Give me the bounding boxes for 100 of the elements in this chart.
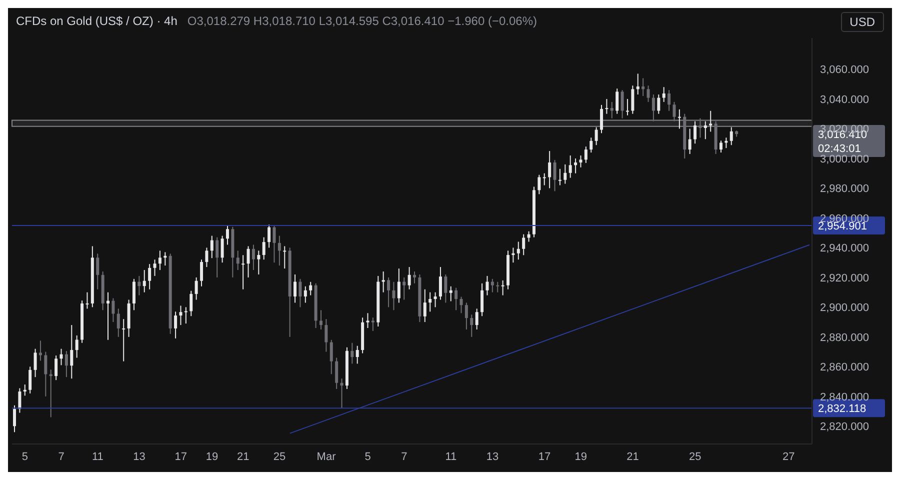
x-tick-label: 17 bbox=[174, 450, 187, 463]
x-tick-label: 25 bbox=[688, 450, 702, 463]
x-tick-label: 21 bbox=[626, 450, 639, 463]
candlestick bbox=[257, 250, 260, 275]
candlestick bbox=[642, 78, 645, 96]
candlestick bbox=[672, 101, 676, 122]
candlestick bbox=[392, 281, 396, 311]
candlestick bbox=[153, 259, 156, 276]
candlestick bbox=[444, 274, 448, 304]
candlestick bbox=[652, 94, 655, 122]
y-tick-label: 2,940.000 bbox=[820, 242, 869, 255]
x-tick-label: 7 bbox=[401, 450, 408, 463]
candlestick bbox=[616, 88, 619, 114]
candlestick bbox=[330, 339, 333, 375]
candlestick bbox=[584, 146, 588, 164]
candlestick bbox=[423, 288, 426, 323]
candlestick bbox=[272, 226, 276, 264]
candlestick bbox=[242, 254, 245, 290]
candlestick bbox=[70, 324, 74, 380]
candlestick bbox=[413, 270, 416, 284]
candlestick bbox=[553, 159, 556, 192]
candlestick bbox=[38, 340, 42, 362]
candlestick bbox=[226, 225, 229, 246]
chart-subtitle: O3,018.279 H3,018.710 L3,014.595 C3,016.410 −1.960 (−0.06%) bbox=[187, 14, 537, 28]
candlestick bbox=[335, 357, 338, 390]
ref-line-label: 2,832.118 bbox=[818, 403, 866, 416]
y-tick-label: 2,860.000 bbox=[820, 362, 869, 374]
candlestick bbox=[730, 126, 733, 146]
candlestick bbox=[142, 270, 146, 293]
candlestick bbox=[558, 168, 562, 186]
y-tick-label: 2,880.000 bbox=[820, 332, 869, 344]
candlestick bbox=[220, 235, 224, 264]
candlestick bbox=[319, 310, 322, 330]
candlestick bbox=[366, 312, 370, 328]
candlestick bbox=[408, 266, 411, 290]
candlestick bbox=[657, 94, 660, 114]
candlestick bbox=[709, 110, 712, 132]
candlestick bbox=[548, 150, 552, 189]
candlestick bbox=[158, 250, 162, 270]
x-tick-label: 13 bbox=[133, 450, 146, 463]
candlestick bbox=[262, 236, 266, 260]
candlestick bbox=[86, 292, 89, 310]
candlestick bbox=[216, 236, 219, 278]
candlestick bbox=[522, 234, 526, 256]
candlestick bbox=[646, 85, 650, 102]
x-tick-label: Mar bbox=[316, 450, 336, 463]
candlestick bbox=[668, 90, 671, 112]
candlestick bbox=[132, 278, 136, 311]
candlestick bbox=[605, 98, 608, 114]
x-tick-label: 11 bbox=[92, 450, 104, 463]
candlestick bbox=[13, 404, 16, 433]
x-tick-label: 27 bbox=[782, 450, 795, 463]
x-tick-label: 5 bbox=[22, 450, 28, 463]
candlestick bbox=[283, 246, 286, 270]
candlestick bbox=[200, 259, 204, 287]
candlestick bbox=[194, 276, 198, 300]
x-tick-label: 19 bbox=[574, 450, 587, 463]
candlestick bbox=[96, 253, 100, 290]
candlestick bbox=[600, 104, 604, 134]
candlestick bbox=[236, 250, 240, 270]
y-tick-label: 2,900.000 bbox=[820, 302, 869, 314]
candlestick bbox=[356, 345, 359, 364]
candlestick bbox=[428, 292, 432, 312]
y-tick-label: 3,000.000 bbox=[820, 153, 869, 166]
candlestick bbox=[434, 292, 437, 308]
candlestick bbox=[210, 235, 214, 259]
candlestick bbox=[18, 388, 22, 414]
candlestick bbox=[304, 286, 307, 304]
candlestick bbox=[590, 137, 593, 154]
candlestick bbox=[28, 366, 32, 394]
candlestick bbox=[719, 140, 722, 154]
candlestick bbox=[704, 120, 707, 140]
candlestick bbox=[190, 290, 193, 317]
x-tick-label: 25 bbox=[273, 450, 286, 463]
candlestick bbox=[538, 174, 541, 195]
candlestick bbox=[122, 318, 126, 362]
candlestick bbox=[387, 276, 390, 308]
candlestick bbox=[694, 120, 697, 144]
candlestick bbox=[490, 278, 494, 293]
candlestick bbox=[294, 274, 297, 304]
candlestick bbox=[501, 280, 504, 296]
candlestick bbox=[268, 224, 271, 248]
candlestick bbox=[402, 276, 406, 300]
candlestick bbox=[340, 378, 344, 409]
y-tick-label: 3,040.000 bbox=[820, 94, 869, 106]
candlestick bbox=[470, 314, 474, 338]
x-tick-label: 21 bbox=[237, 450, 250, 463]
candlestick bbox=[116, 308, 120, 338]
candlestick bbox=[698, 118, 702, 138]
candlestick bbox=[460, 296, 463, 314]
candlestick bbox=[174, 311, 178, 339]
candlestick bbox=[486, 275, 489, 296]
ref-line-label: 2,954.901 bbox=[818, 220, 867, 233]
candlestick bbox=[512, 247, 515, 264]
text: 02:43:01 bbox=[818, 143, 861, 156]
candlestick bbox=[324, 318, 328, 352]
candlestick bbox=[252, 244, 255, 270]
candlestick bbox=[184, 306, 188, 324]
candlestick bbox=[631, 85, 634, 114]
candlestick bbox=[75, 334, 78, 358]
